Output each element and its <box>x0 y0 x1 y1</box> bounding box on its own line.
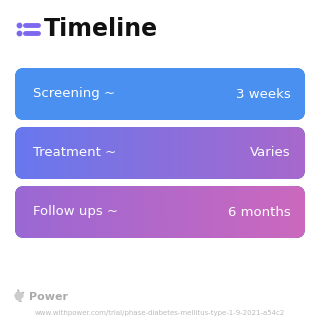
Text: Power: Power <box>29 292 68 302</box>
Text: Follow ups ~: Follow ups ~ <box>33 205 118 218</box>
Text: Treatment ~: Treatment ~ <box>33 146 116 160</box>
Text: 3 weeks: 3 weeks <box>236 88 291 100</box>
FancyBboxPatch shape <box>15 186 305 238</box>
Text: 6 months: 6 months <box>228 205 291 218</box>
Text: Screening ~: Screening ~ <box>33 88 115 100</box>
Polygon shape <box>14 292 24 302</box>
Text: www.withpower.com/trial/phase-diabetes-mellitus-type-1-9-2021-a54c2: www.withpower.com/trial/phase-diabetes-m… <box>35 310 285 316</box>
FancyBboxPatch shape <box>15 68 305 120</box>
FancyBboxPatch shape <box>15 127 305 179</box>
Text: ɖ: ɖ <box>15 292 23 302</box>
Text: Varies: Varies <box>250 146 291 160</box>
Text: Timeline: Timeline <box>44 17 158 41</box>
